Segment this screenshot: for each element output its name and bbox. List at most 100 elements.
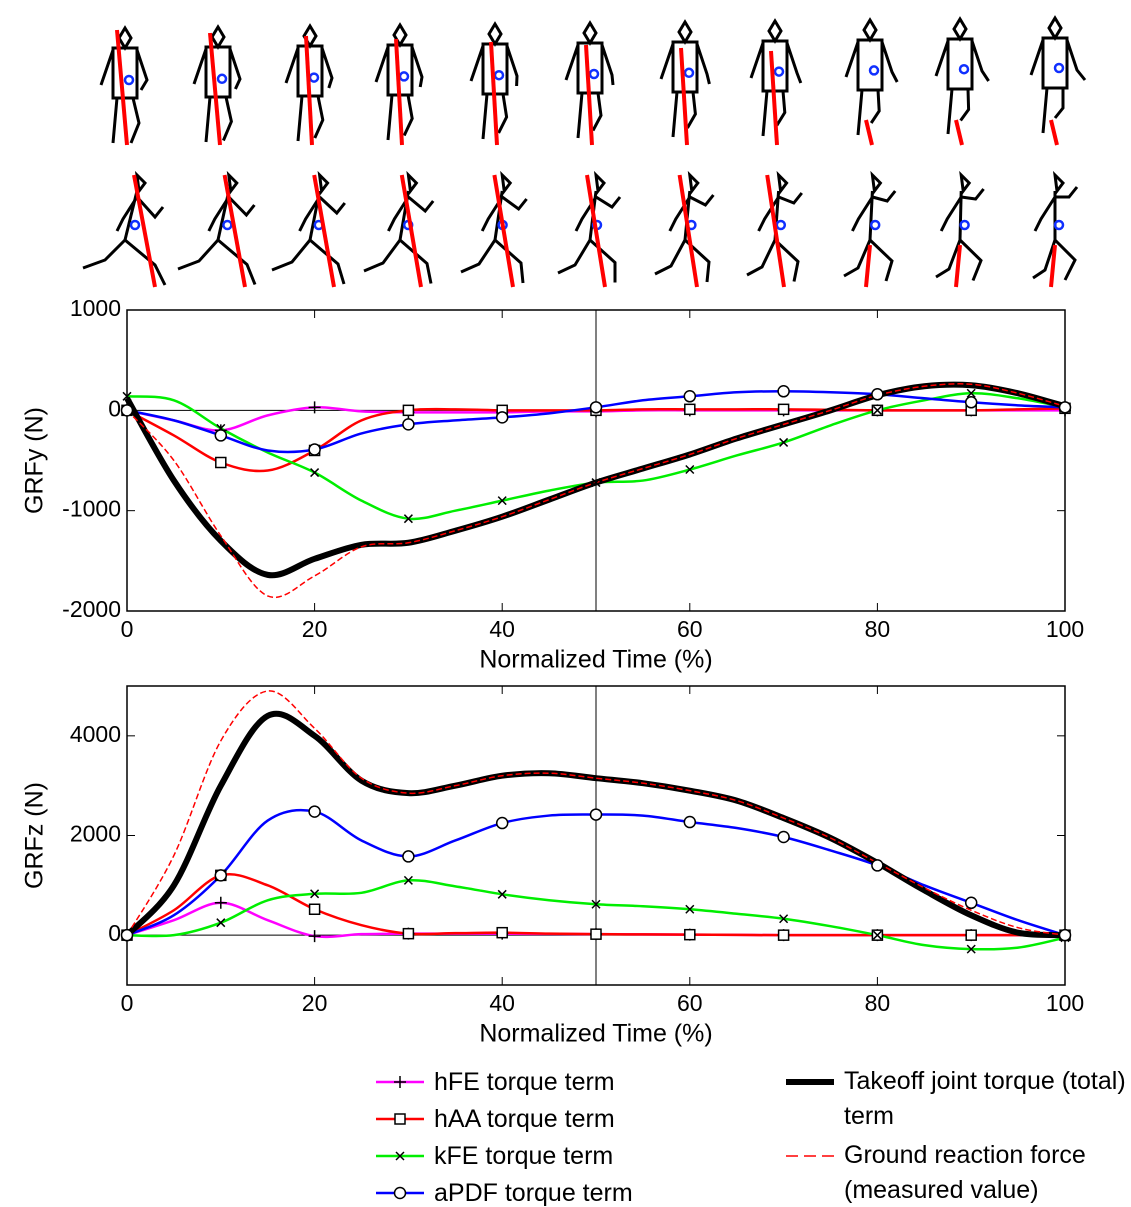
marker bbox=[590, 928, 602, 940]
marker bbox=[1058, 928, 1072, 942]
marker bbox=[214, 869, 228, 882]
figure-com bbox=[493, 69, 505, 81]
figure-head bbox=[210, 24, 226, 50]
stick-figure bbox=[99, 25, 149, 146]
y-tick-label: 0 bbox=[108, 395, 121, 421]
figure-com bbox=[868, 65, 880, 76]
figure-head bbox=[776, 170, 789, 195]
y-tick-label: 4000 bbox=[70, 721, 121, 747]
figure-legs bbox=[654, 238, 711, 283]
figure-arms bbox=[469, 45, 519, 87]
legend-item: kFE torque term bbox=[372, 1138, 782, 1175]
figure-force bbox=[864, 244, 872, 288]
figure-legs bbox=[843, 238, 894, 282]
figure-force bbox=[769, 50, 779, 146]
marker bbox=[403, 875, 413, 885]
figure-com bbox=[398, 71, 410, 82]
marker bbox=[308, 930, 321, 943]
figure-force bbox=[132, 174, 157, 288]
figure-legs bbox=[1041, 87, 1065, 134]
figure-arms bbox=[207, 195, 256, 232]
marker bbox=[779, 914, 789, 924]
marker bbox=[310, 889, 320, 899]
figure-force bbox=[1049, 244, 1057, 288]
figure-body bbox=[204, 45, 232, 99]
legend-swatch bbox=[786, 1155, 834, 1157]
marker bbox=[589, 808, 603, 821]
figure-com bbox=[129, 219, 141, 231]
figure-legs bbox=[82, 238, 167, 286]
x-tick-label: 100 bbox=[1046, 990, 1084, 1016]
figure-head bbox=[593, 170, 606, 195]
stick-figure bbox=[557, 170, 622, 288]
series-line bbox=[126, 690, 1066, 936]
stick-figure bbox=[746, 170, 803, 288]
figure-head bbox=[959, 170, 972, 195]
figure-head bbox=[226, 170, 239, 195]
y-tick-label: 1000 bbox=[70, 295, 121, 321]
legend-swatch bbox=[376, 1076, 424, 1088]
legend-label: Takeoff joint torque (total) term bbox=[844, 1067, 1126, 1130]
figure-head bbox=[1047, 15, 1063, 41]
marker bbox=[1058, 401, 1072, 414]
marker bbox=[591, 899, 601, 909]
figure-com bbox=[123, 74, 135, 86]
legend-swatch bbox=[376, 1113, 424, 1125]
figure-head bbox=[582, 20, 598, 46]
figure-force bbox=[394, 38, 404, 146]
legend-item: Takeoff joint torque (total) term bbox=[782, 1064, 1127, 1138]
marker bbox=[685, 904, 695, 914]
legend-swatch bbox=[376, 1186, 424, 1200]
figure-force bbox=[115, 29, 129, 146]
marker bbox=[966, 944, 976, 954]
stick-figure bbox=[935, 170, 985, 288]
figure-com bbox=[869, 219, 881, 231]
figure-com bbox=[958, 63, 970, 75]
legend-swatch bbox=[786, 1079, 834, 1085]
figure-force bbox=[399, 174, 423, 288]
y-tick-label: 2000 bbox=[70, 821, 121, 847]
marker bbox=[308, 805, 321, 818]
marker bbox=[495, 411, 509, 424]
stick-figure bbox=[363, 170, 435, 288]
marker bbox=[497, 889, 507, 899]
legend-item: hAA torque term bbox=[372, 1101, 782, 1138]
x-tick-label: 20 bbox=[302, 990, 328, 1016]
figure-force bbox=[489, 41, 499, 146]
marker bbox=[214, 896, 227, 909]
figure-legs bbox=[111, 97, 141, 144]
figure-legs bbox=[386, 94, 414, 141]
marker bbox=[394, 1076, 406, 1088]
figure-force bbox=[222, 174, 247, 288]
marker bbox=[215, 456, 227, 469]
figure-com bbox=[216, 73, 228, 85]
figure-body bbox=[1041, 36, 1069, 90]
figure-legs bbox=[204, 96, 233, 143]
figure-arms bbox=[574, 195, 622, 232]
marker bbox=[497, 496, 507, 506]
legend-item: Ground reaction force (measured value) bbox=[782, 1138, 1127, 1207]
figure-force bbox=[492, 174, 515, 288]
figure-head bbox=[406, 170, 419, 195]
marker bbox=[308, 443, 321, 456]
figure-legs bbox=[557, 238, 617, 283]
legend-label: kFE torque term bbox=[434, 1142, 614, 1170]
y-tick-label: 0 bbox=[108, 920, 121, 946]
legend-label: hFE torque term bbox=[434, 1068, 615, 1096]
figure-legs bbox=[271, 238, 346, 285]
figure-legs bbox=[296, 95, 325, 142]
marker bbox=[308, 903, 321, 916]
figure-body bbox=[111, 46, 139, 100]
marker bbox=[872, 405, 882, 415]
marker bbox=[122, 391, 132, 401]
marker bbox=[964, 396, 978, 409]
marker bbox=[310, 468, 320, 478]
figure-force bbox=[208, 32, 222, 146]
figure-arms bbox=[387, 195, 435, 232]
figure-head bbox=[687, 170, 700, 195]
marker bbox=[871, 859, 884, 872]
marker bbox=[120, 404, 134, 417]
figure-arms bbox=[99, 49, 149, 91]
figure-legs bbox=[460, 238, 525, 284]
